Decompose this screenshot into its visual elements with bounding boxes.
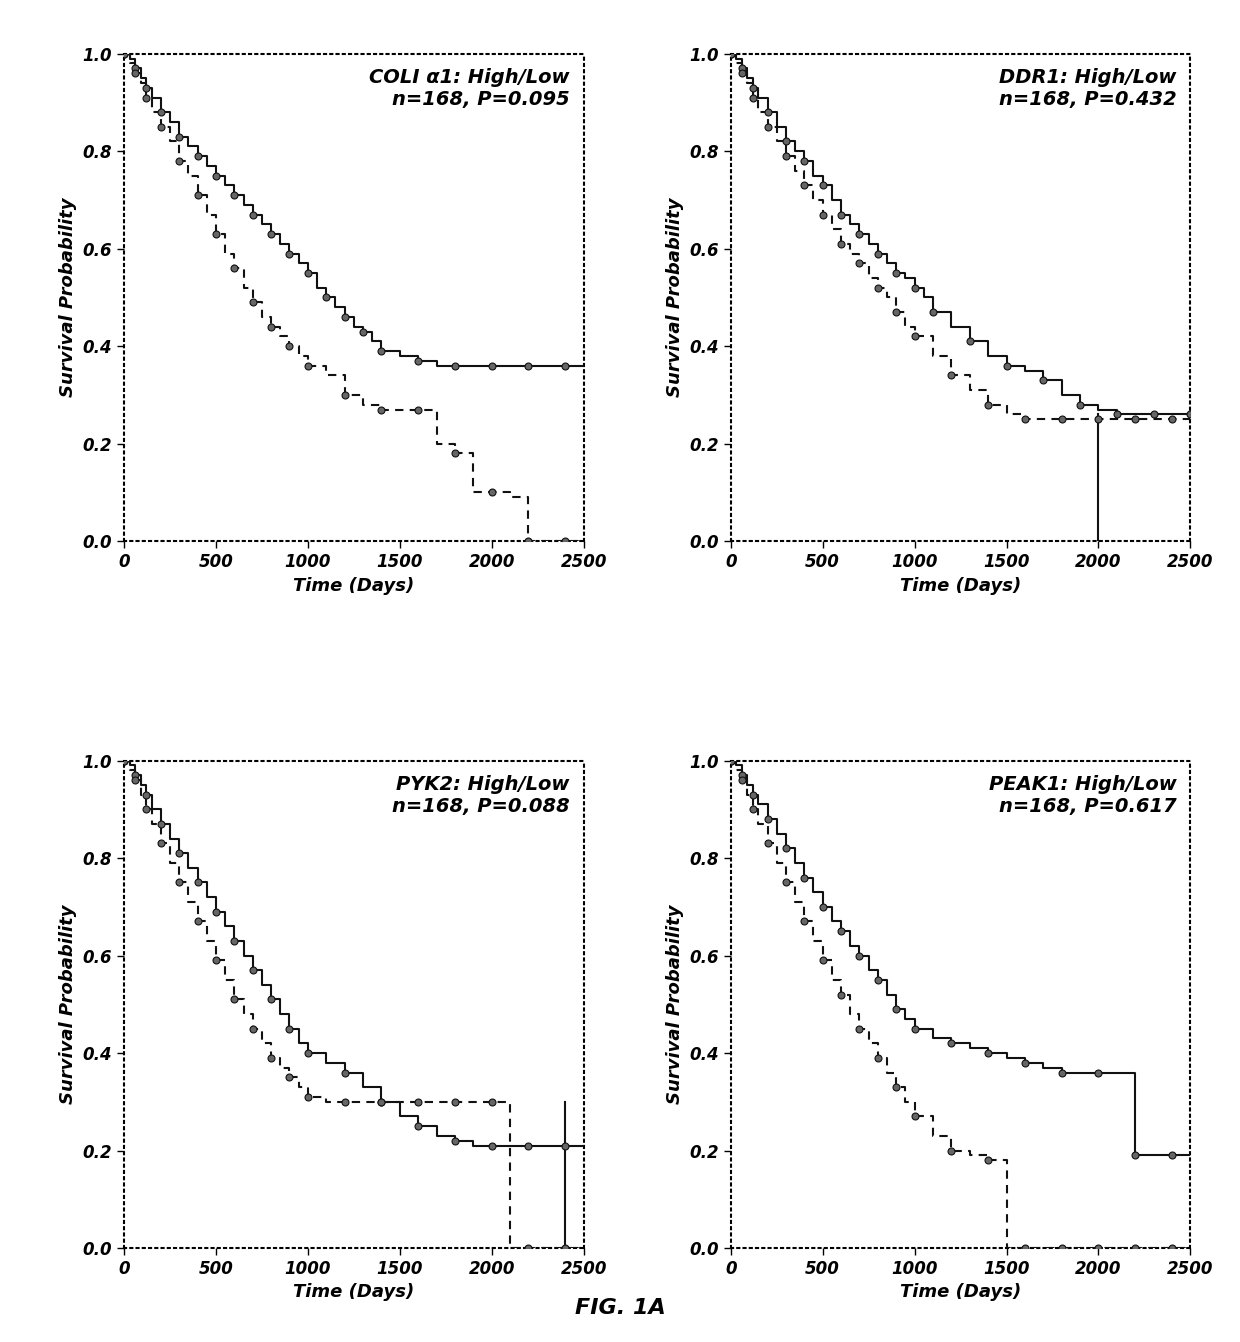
X-axis label: Time (Days): Time (Days) (900, 577, 1022, 595)
X-axis label: Time (Days): Time (Days) (293, 577, 414, 595)
Text: FIG. 1A: FIG. 1A (574, 1299, 666, 1318)
X-axis label: Time (Days): Time (Days) (293, 1283, 414, 1302)
Y-axis label: Survival Probability: Survival Probability (666, 197, 683, 397)
Text: DDR1: High/Low
n=168, P=0.432: DDR1: High/Low n=168, P=0.432 (999, 68, 1177, 109)
Y-axis label: Survival Probability: Survival Probability (60, 197, 77, 397)
Text: COLI α1: High/Low
n=168, P=0.095: COLI α1: High/Low n=168, P=0.095 (370, 68, 570, 109)
Y-axis label: Survival Probability: Survival Probability (666, 905, 683, 1104)
Y-axis label: Survival Probability: Survival Probability (60, 905, 77, 1104)
Text: PYK2: High/Low
n=168, P=0.088: PYK2: High/Low n=168, P=0.088 (392, 776, 570, 816)
X-axis label: Time (Days): Time (Days) (900, 1283, 1022, 1302)
Text: PEAK1: High/Low
n=168, P=0.617: PEAK1: High/Low n=168, P=0.617 (988, 776, 1177, 816)
